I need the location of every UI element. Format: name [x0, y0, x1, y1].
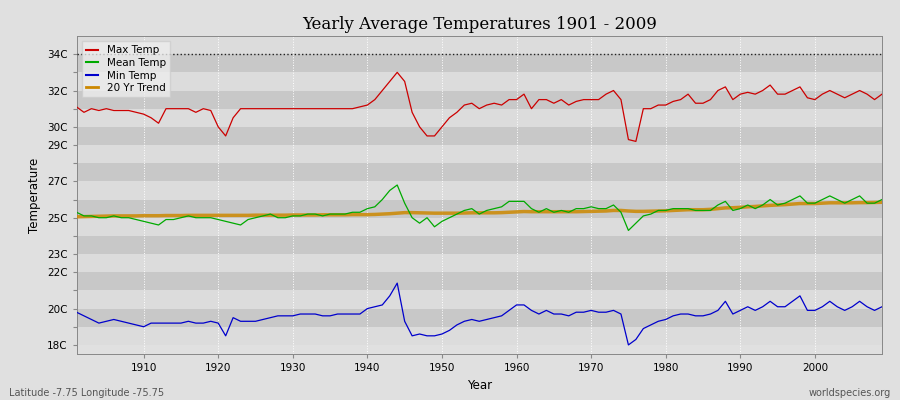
Bar — [76, 163, 882, 181]
Title: Yearly Average Temperatures 1901 - 2009: Yearly Average Temperatures 1901 - 2009 — [302, 16, 657, 33]
Bar — [76, 218, 882, 236]
Bar — [76, 200, 882, 218]
Bar — [76, 72, 882, 90]
Bar — [76, 236, 882, 254]
Bar — [76, 127, 882, 145]
Bar — [76, 145, 882, 163]
Bar — [76, 254, 882, 272]
Bar — [76, 308, 882, 327]
Bar — [76, 181, 882, 200]
Bar — [76, 109, 882, 127]
Legend: Max Temp, Mean Temp, Min Temp, 20 Yr Trend: Max Temp, Mean Temp, Min Temp, 20 Yr Tre… — [82, 41, 170, 97]
Bar — [76, 36, 882, 54]
Text: Latitude -7.75 Longitude -75.75: Latitude -7.75 Longitude -75.75 — [9, 388, 164, 398]
Text: worldspecies.org: worldspecies.org — [809, 388, 891, 398]
Bar — [76, 290, 882, 308]
Bar — [76, 54, 882, 72]
Bar — [76, 327, 882, 345]
Y-axis label: Temperature: Temperature — [28, 157, 41, 233]
Bar — [76, 90, 882, 109]
X-axis label: Year: Year — [467, 378, 491, 392]
Bar — [76, 272, 882, 290]
